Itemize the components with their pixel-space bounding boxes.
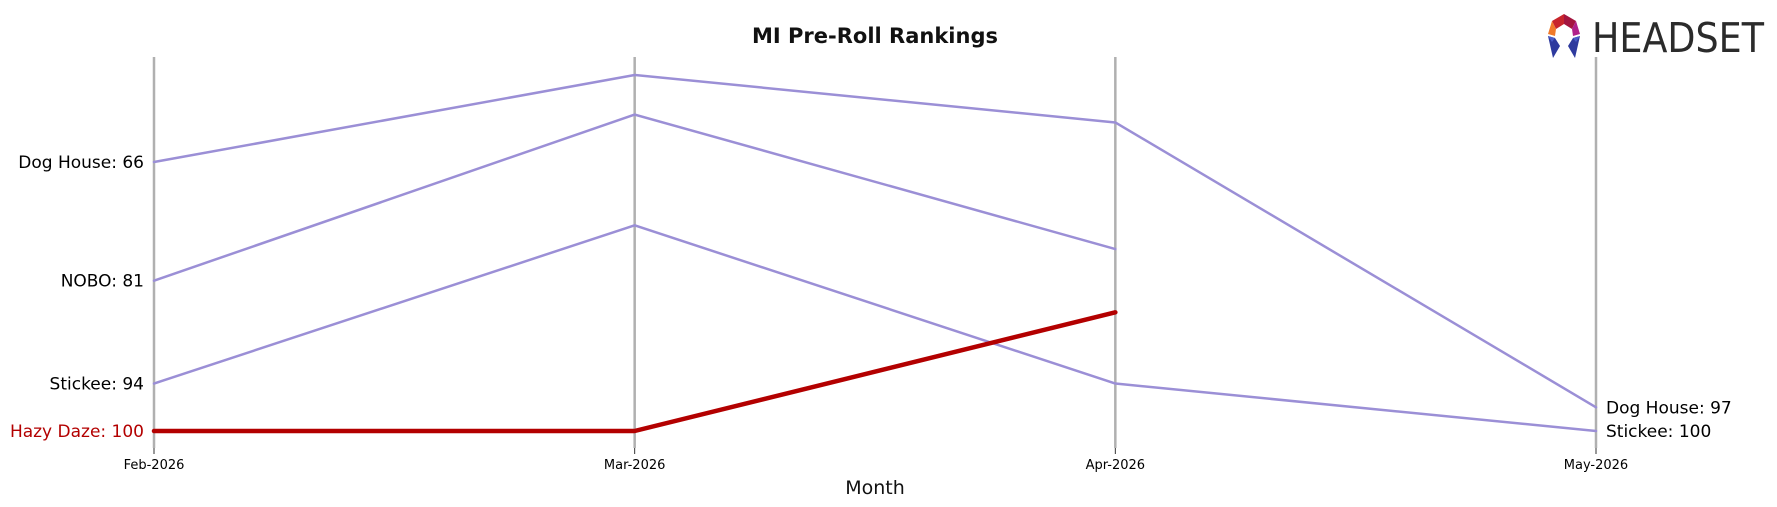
left-label-dog-house: Dog House: 66: [18, 153, 144, 173]
left-label-nobo: NOBO: 81: [61, 272, 144, 292]
x-tick-label-may-2026: May-2026: [1564, 458, 1628, 473]
month-gridlines: [152, 57, 1598, 448]
left-label-stickee: Stickee: 94: [50, 375, 144, 395]
series-line-nobo: [152, 113, 1117, 282]
right-label-dog-house: Dog House: 97: [1606, 398, 1732, 418]
series-line-stickee: [152, 224, 1598, 433]
x-tick-label-feb-2026: Feb-2026: [124, 458, 185, 473]
x-axis-label: Month: [845, 477, 905, 499]
left-label-hazy-daze: Hazy Daze: 100: [10, 422, 144, 442]
series-lines: [151, 73, 1598, 434]
right-label-stickee: Stickee: 100: [1606, 422, 1711, 442]
chart-title: MI Pre-Roll Rankings: [752, 24, 998, 48]
x-axis-ticks: Feb-2026 Mar-2026 Apr-2026 May-2026: [124, 448, 1628, 473]
headset-logo-mark-icon: [1548, 14, 1580, 58]
headset-logo-text: HEADSET: [1592, 14, 1765, 62]
end-labels: Dog House: 66 NOBO: 81 Stickee: 94 Hazy Daz…: [10, 153, 1732, 442]
x-tick-label-mar-2026: Mar-2026: [604, 458, 665, 473]
series-line-hazy-daze: [151, 310, 1118, 434]
series-line-dog-house: [152, 73, 1598, 409]
headset-logo: HEADSET: [1538, 12, 1768, 62]
x-tick-label-apr-2026: Apr-2026: [1086, 458, 1145, 473]
